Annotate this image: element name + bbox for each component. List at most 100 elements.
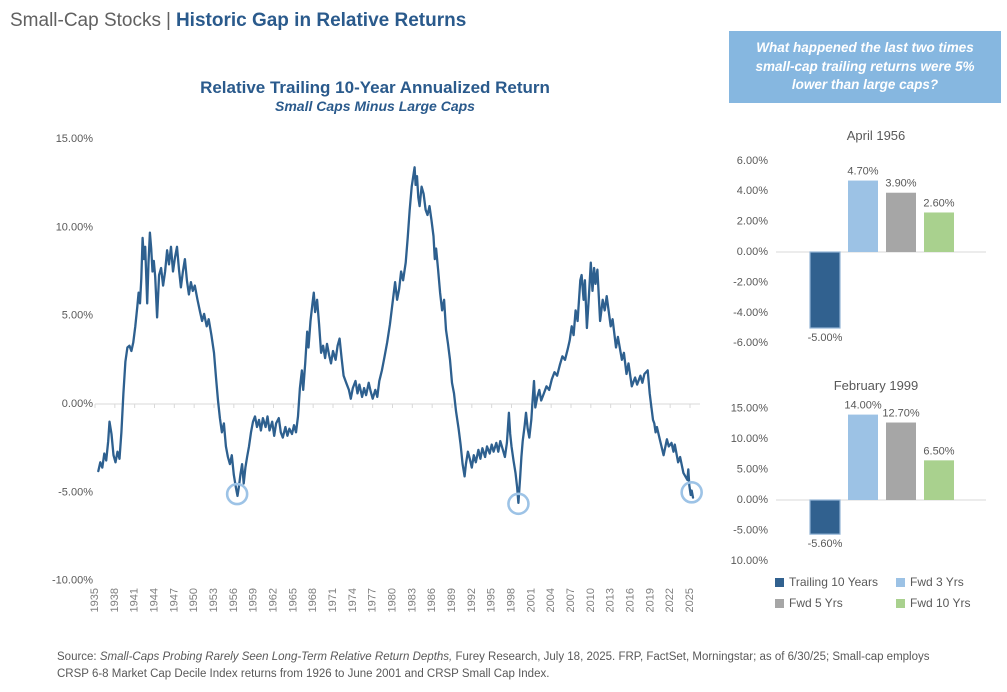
source-report-title: Small-Caps Probing Rarely Seen Long-Term…: [99, 651, 453, 663]
relative-return-series-line: [97, 166, 695, 505]
legend-swatch: [775, 598, 784, 608]
x-axis-year-label: 1962: [267, 588, 279, 612]
y-axis-tick-label: -5.00%: [733, 525, 768, 537]
x-axis-year-label: 2004: [545, 588, 557, 612]
bar-fwd-5-yrs: [886, 192, 916, 252]
y-axis-tick-label: 0.00%: [737, 494, 768, 506]
x-axis-year-label: 1944: [148, 588, 160, 612]
x-axis-year-label: 1953: [208, 588, 220, 612]
x-axis-year-label: 1998: [505, 588, 517, 612]
x-axis-year-label: 2016: [624, 588, 636, 612]
x-axis-year-label: 1959: [248, 588, 260, 612]
y-axis-tick-label: 5.00%: [737, 464, 768, 476]
bar-value-label: 2.60%: [923, 197, 954, 209]
x-axis-year-label: 1974: [347, 588, 359, 612]
x-axis-year-label: 2022: [664, 588, 676, 612]
x-axis-year-label: 2019: [644, 588, 656, 612]
bar-value-label: 6.50%: [923, 445, 954, 457]
x-axis-year-label: 1995: [486, 588, 498, 612]
y-axis-tick-label: -2.00%: [733, 276, 768, 288]
x-axis-year-label: 1971: [327, 588, 339, 612]
legend-swatch: [896, 577, 905, 587]
x-axis-year-label: 1965: [287, 588, 299, 612]
legend-item-fwd-3-yrs: Fwd 3 Yrs: [896, 576, 970, 588]
y-axis-tick-label: -6.00%: [733, 337, 768, 349]
y-axis-tick-label: 10.00%: [731, 433, 769, 445]
y-axis-tick-label: 6.00%: [737, 155, 768, 167]
page-title-prefix: Small-Cap Stocks: [10, 10, 161, 31]
y-axis-tick-label: 5.00%: [62, 310, 93, 322]
bar-fwd-5-yrs: [886, 422, 916, 500]
x-axis-year-label: 2025: [684, 588, 696, 612]
legend-item-fwd-10-yrs: Fwd 10 Yrs: [896, 597, 970, 609]
bar-value-label: 3.90%: [885, 178, 916, 190]
callout-box: What happened the last two times small-c…: [729, 31, 1001, 103]
x-axis-year-label: 1989: [446, 588, 458, 612]
legend-label: Fwd 5 Yrs: [789, 596, 843, 610]
bar-value-label: -5.60%: [808, 538, 843, 550]
y-axis-tick-label: 15.00%: [731, 403, 769, 415]
x-axis-year-label: 1947: [168, 588, 180, 612]
bar-value-label: -5.00%: [808, 332, 843, 344]
legend-label: Fwd 10 Yrs: [910, 596, 971, 610]
legend-item-trailing-10-years: Trailing 10 Years: [775, 576, 896, 588]
legend-swatch: [775, 577, 784, 587]
x-axis-year-label: 1968: [307, 588, 319, 612]
x-axis-year-label: 2007: [565, 588, 577, 612]
bar-chart-legend: Trailing 10 Years Fwd 3 Yrs Fwd 5 Yrs Fwd 1…: [775, 576, 970, 609]
legend-swatch: [896, 598, 905, 608]
bar-value-label: 12.70%: [882, 408, 920, 420]
y-axis-tick-label: -4.00%: [733, 307, 768, 319]
x-axis-year-label: 1950: [188, 588, 200, 612]
page-title-separator: |: [166, 10, 171, 31]
relative-return-line-chart: 15.00% 10.00% 5.00% 0.00% -5.00% -10.00%1935 1…: [52, 133, 703, 612]
y-axis-tick-label: -10.00%: [730, 555, 768, 567]
source-prefix: Source:: [57, 651, 100, 663]
source-note: Source: Small-Caps Probing Rarely Seen L…: [57, 649, 945, 684]
x-axis-year-label: 1980: [386, 588, 398, 612]
bar-value-label: 14.00%: [844, 400, 882, 412]
legend-label: Trailing 10 Years: [789, 575, 878, 589]
y-axis-tick-label: 4.00%: [737, 185, 768, 197]
trough-highlight-circle: [507, 492, 530, 516]
bar-fwd-3-yrs: [848, 414, 878, 500]
x-axis-year-label: 1977: [367, 588, 379, 612]
legend-item-fwd-5-yrs: Fwd 5 Yrs: [775, 597, 896, 609]
x-axis-year-label: 1986: [426, 588, 438, 612]
x-axis-year-label: 1983: [406, 588, 418, 612]
trough-highlight-circle: [680, 481, 703, 504]
x-axis-year-label: 1941: [129, 588, 141, 612]
y-axis-tick-label: 2.00%: [737, 216, 768, 228]
y-axis-tick-label: -10.00%: [52, 575, 93, 587]
y-axis-tick-label: 10.00%: [56, 221, 94, 233]
x-axis-year-label: 1938: [109, 588, 121, 612]
bar-trailing-10-years: [809, 499, 841, 535]
bar-fwd-10-yrs: [924, 460, 954, 500]
x-axis-year-label: 2001: [525, 588, 537, 612]
x-axis-year-label: 1956: [228, 588, 240, 612]
bar-fwd-10-yrs: [924, 212, 954, 252]
bar-trailing-10-years: [809, 251, 841, 329]
x-axis-year-label: 1935: [89, 588, 101, 612]
bar-fwd-3-yrs: [848, 180, 878, 252]
legend-label: Fwd 3 Yrs: [910, 575, 964, 589]
line-chart-title: Relative Trailing 10-Year Annualized Ret…: [200, 78, 550, 97]
bar-value-label: 4.70%: [847, 166, 878, 178]
bar-chart-title: April 1956: [847, 128, 906, 143]
page-title-main: Historic Gap in Relative Returns: [175, 10, 467, 31]
source-detail: Furey Research, July 18, 2025. FRP, Fact…: [57, 651, 930, 681]
page-title: Small-Cap Stocks | Historic Gap in Relativ…: [10, 10, 466, 32]
april-1956-bar-chart: April 1956 6.00% 4.00% 2.00% 0.00% -2.00% -4.0…: [733, 128, 986, 349]
y-axis-tick-label: 0.00%: [737, 246, 768, 258]
y-axis-tick-label: 0.00%: [62, 398, 93, 410]
x-axis-year-label: 2010: [585, 588, 597, 612]
line-chart-subtitle: Small Caps Minus Large Caps: [275, 98, 475, 114]
y-axis-tick-label: -5.00%: [58, 486, 93, 498]
bar-chart-title: February 1999: [834, 378, 919, 393]
x-axis-year-label: 2013: [605, 588, 617, 612]
y-axis-tick-label: 15.00%: [56, 133, 94, 145]
x-axis-year-label: 1992: [466, 588, 478, 612]
trough-highlight-circle: [225, 482, 249, 506]
february-1999-bar-chart: February 1999 15.00% 10.00% 5.00% 0.00% -5.00…: [730, 378, 986, 567]
